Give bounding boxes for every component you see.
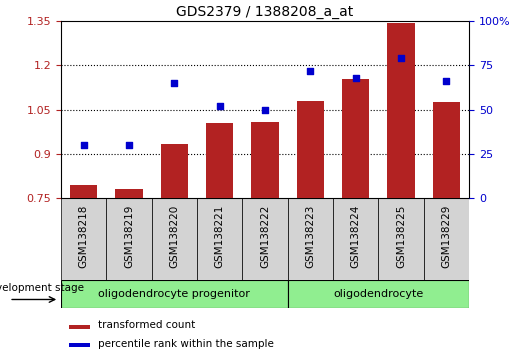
Point xyxy=(170,80,179,86)
Bar xyxy=(342,79,369,198)
Text: oligodendrocyte progenitor: oligodendrocyte progenitor xyxy=(99,289,250,299)
Bar xyxy=(107,198,152,280)
Bar xyxy=(288,280,469,308)
Bar xyxy=(161,144,188,198)
Bar xyxy=(297,101,324,198)
Text: GSM138222: GSM138222 xyxy=(260,205,270,268)
Bar xyxy=(206,123,233,198)
Point xyxy=(306,68,315,74)
Bar xyxy=(333,198,378,280)
Bar xyxy=(378,198,423,280)
Bar xyxy=(61,198,107,280)
Point xyxy=(80,142,88,148)
Bar xyxy=(69,325,90,329)
Text: oligodendrocyte: oligodendrocyte xyxy=(333,289,423,299)
Text: GSM138223: GSM138223 xyxy=(305,205,315,268)
Text: percentile rank within the sample: percentile rank within the sample xyxy=(98,339,273,349)
Bar xyxy=(387,23,414,198)
Bar xyxy=(70,185,97,198)
Bar xyxy=(433,102,460,198)
Bar xyxy=(197,198,242,280)
Point xyxy=(261,107,269,113)
Point xyxy=(215,103,224,109)
Bar xyxy=(288,198,333,280)
Bar xyxy=(423,198,469,280)
Text: GSM138220: GSM138220 xyxy=(169,205,179,268)
Title: GDS2379 / 1388208_a_at: GDS2379 / 1388208_a_at xyxy=(176,5,354,19)
Text: GSM138221: GSM138221 xyxy=(215,205,225,268)
Point xyxy=(442,79,450,84)
Text: GSM138219: GSM138219 xyxy=(124,205,134,268)
Text: GSM138224: GSM138224 xyxy=(351,205,361,268)
Bar xyxy=(69,343,90,347)
Bar xyxy=(251,121,279,198)
Text: GSM138229: GSM138229 xyxy=(441,205,452,268)
Bar xyxy=(152,198,197,280)
Text: GSM138225: GSM138225 xyxy=(396,205,406,268)
Point xyxy=(125,142,133,148)
Text: transformed count: transformed count xyxy=(98,320,195,331)
Text: development stage: development stage xyxy=(0,283,84,293)
Point xyxy=(351,75,360,81)
Text: GSM138218: GSM138218 xyxy=(78,205,89,268)
Bar xyxy=(242,198,288,280)
Point xyxy=(397,56,405,61)
Bar xyxy=(61,280,288,308)
Bar xyxy=(116,188,143,198)
